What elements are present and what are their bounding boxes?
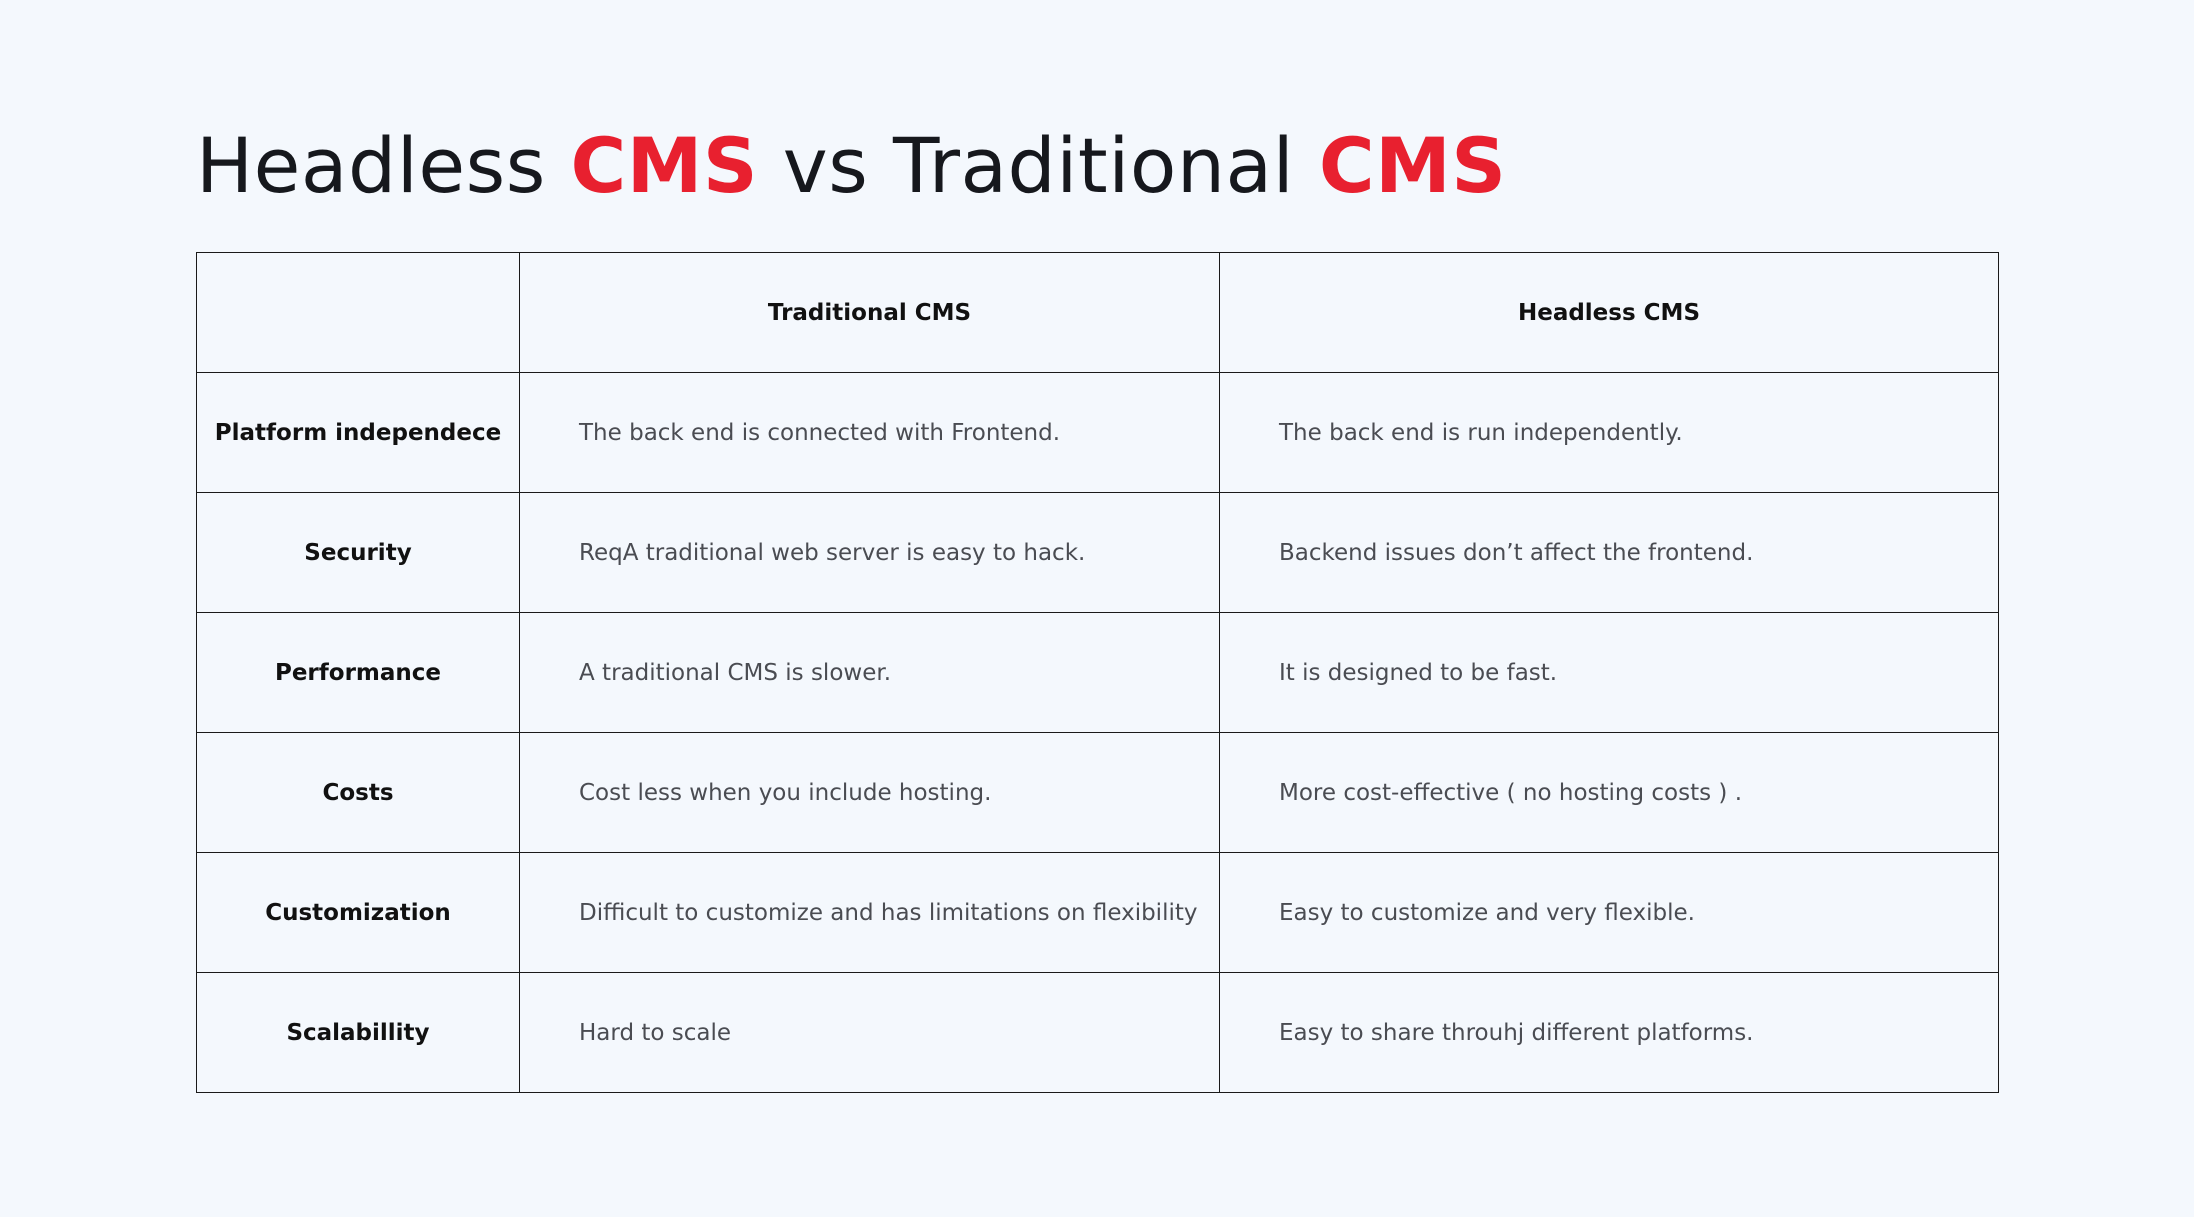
table-row: Security ReqA traditional web server is … xyxy=(196,492,1999,613)
header-headless-cms: Headless CMS xyxy=(1219,252,1999,373)
headless-cell: More cost-effective ( no hosting costs )… xyxy=(1219,732,1999,853)
traditional-cell: Difficult to customize and has limitatio… xyxy=(519,852,1220,973)
row-label: Security xyxy=(196,492,520,613)
table-row: Performance A traditional CMS is slower.… xyxy=(196,612,1999,733)
headless-cell: Easy to customize and very flexible. xyxy=(1219,852,1999,973)
table-row: Customization Difficult to customize and… xyxy=(196,852,1999,973)
headless-cell: Easy to share throuhj different platform… xyxy=(1219,972,1999,1093)
table-row: Costs Cost less when you include hosting… xyxy=(196,732,1999,853)
traditional-cell: Cost less when you include hosting. xyxy=(519,732,1220,853)
traditional-cell: ReqA traditional web server is easy to h… xyxy=(519,492,1220,613)
comparison-table: Traditional CMS Headless CMS Platform in… xyxy=(196,252,1999,1093)
headless-cell: Backend issues don’t affect the frontend… xyxy=(1219,492,1999,613)
title-accent-2: CMS xyxy=(1318,121,1507,210)
table-row: Platform independece The back end is con… xyxy=(196,372,1999,493)
headless-cell: The back end is run independently. xyxy=(1219,372,1999,493)
traditional-cell: Hard to scale xyxy=(519,972,1220,1093)
row-label: Costs xyxy=(196,732,520,853)
row-label: Customization xyxy=(196,852,520,973)
title-accent-1: CMS xyxy=(570,121,759,210)
row-label: Performance xyxy=(196,612,520,733)
row-label: Scalabillity xyxy=(196,972,520,1093)
table-header-row: Traditional CMS Headless CMS xyxy=(196,252,1999,373)
row-label: Platform independece xyxy=(196,372,520,493)
traditional-cell: A traditional CMS is slower. xyxy=(519,612,1220,733)
page-title: Headless CMS vs Traditional CMS xyxy=(196,118,1506,214)
title-part-1: Headless xyxy=(196,121,571,210)
title-part-2: vs Traditional xyxy=(758,121,1319,210)
header-traditional-cms: Traditional CMS xyxy=(519,252,1220,373)
header-empty-cell xyxy=(196,252,520,373)
traditional-cell: The back end is connected with Frontend. xyxy=(519,372,1220,493)
headless-cell: It is designed to be fast. xyxy=(1219,612,1999,733)
table-row: Scalabillity Hard to scale Easy to share… xyxy=(196,972,1999,1093)
